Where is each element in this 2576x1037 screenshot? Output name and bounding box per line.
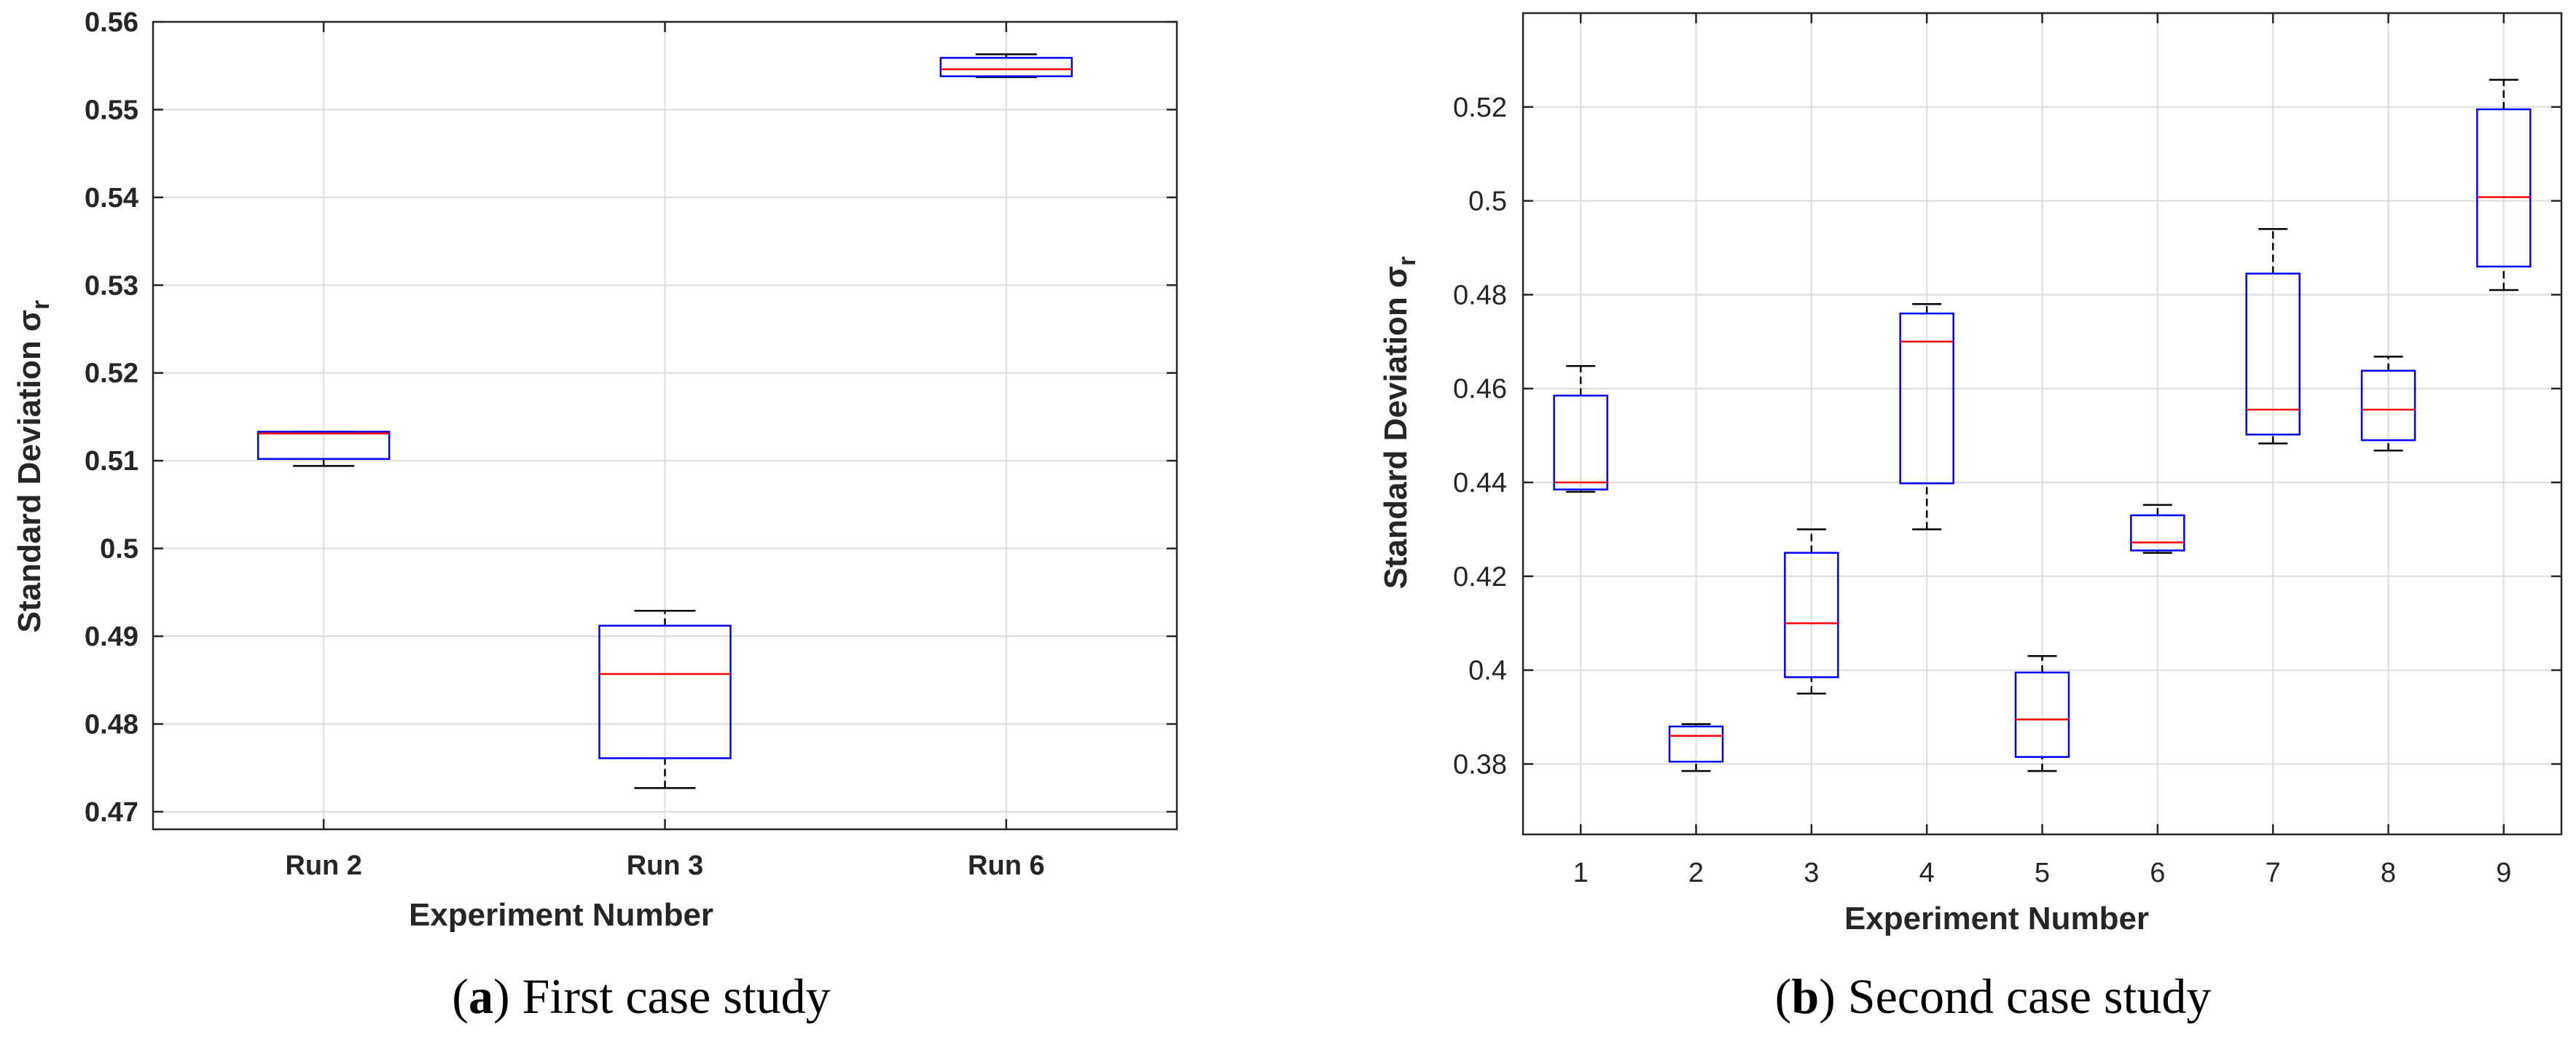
panel-a-y-tick-label: 0.53 [85,270,138,301]
panel-b-box-2 [1668,723,1724,772]
panel-b-box-8 [2360,356,2416,452]
panel-b-x-tick-label: 8 [2381,858,2396,888]
panel-b-x-tick-label: 4 [1919,858,1935,888]
interquartile-box [257,431,391,461]
panel-a-ticks: 0.47 0.48 0.49 0.5 0.51 0.52 0.53 0.54 0.55 0.56 R… [85,7,1177,881]
panel-a-boxes [257,53,1073,789]
panel-a-box-1 [257,431,391,467]
panel-b-caption-text: Second case study [1848,968,2212,1024]
panel-b-x-tick-label: 7 [2266,858,2281,888]
panel-b-ticks: 0.38 0.4 0.42 0.44 0.46 0.48 0.5 0.52 1 2 3 4 5 6 7 8 9 [1453,13,2561,888]
panel-b-x-tick-label: 2 [1688,858,1704,888]
panel-b-caption: (b) Second case study [1775,968,2212,1024]
panel-a-caption: (a) First case study [452,968,830,1024]
panel-b-x-tick-label: 1 [1573,858,1589,888]
panel-b-x-tick-label: 5 [2035,858,2050,888]
interquartile-box [1899,312,1954,485]
panel-b-y-tick-label: 0.52 [1453,93,1507,123]
panel-a-grid [153,21,1177,829]
interquartile-box [2360,369,2416,442]
panel-a-caption-close: ) [493,968,522,1024]
panel-b-box-7 [2245,227,2301,445]
panel-a-y-tick-label: 0.48 [85,709,138,740]
panel-a-y-tick-label: 0.5 [100,534,138,565]
panel-a-y-tick-label: 0.55 [85,95,138,125]
panel-b-y-axis-label-text: Standard Deviation σ [1378,266,1414,589]
panel-b-y-tick-label: 0.42 [1453,562,1507,592]
panel-b-box-4 [1899,303,1954,531]
panel-b-x-axis-label: Experiment Number [1844,901,2149,936]
panel-a-y-axis-label-subscript: r [27,300,55,310]
panel-b-box-1 [1553,365,1608,493]
interquartile-box [2130,514,2185,552]
panel-a-y-tick-label: 0.47 [85,797,138,828]
panel-b-y-tick-label: 0.5 [1468,187,1507,217]
panel-b-y-axis-label-subscript: r [1393,257,1421,266]
panel-b-y-tick-label: 0.44 [1453,468,1507,498]
panel-a-caption-open: ( [452,968,469,1024]
panel-b-y-tick-label: 0.46 [1453,374,1507,404]
panel-b-caption-label: b [1791,968,1819,1024]
panel-a-y-tick-label: 0.51 [85,446,138,477]
panel-a-y-axis-label-text: Standard Deviation σ [12,310,47,633]
panel-a-y-tick-label: 0.54 [85,183,138,214]
panel-a-y-axis-label: Standard Deviation σr [12,300,55,633]
panel-a-box-2 [598,609,732,789]
panel-a-x-tick-label: Run 2 [285,850,362,881]
panel-b-x-tick-label: 9 [2496,858,2511,888]
panel-a-y-tick-label: 0.56 [85,7,138,38]
interquartile-box [939,57,1073,77]
panel-b-x-tick-label: 6 [2150,858,2165,888]
interquartile-box [1668,725,1724,763]
panel-b-grid [1523,13,2561,834]
panel-b-y-tick-label: 0.38 [1453,749,1507,780]
panel-a-caption-text: First case study [522,968,831,1024]
panel-a-x-axis-label: Experiment Number [409,897,713,933]
panel-a: 0.47 0.48 0.49 0.5 0.51 0.52 0.53 0.54 0.55 0.56 R… [12,7,1178,1024]
panel-b-boxes [1553,79,2532,772]
panel-b-caption-open: ( [1775,968,1792,1024]
panel-a-x-tick-label: Run 6 [968,850,1045,881]
panel-b-x-axis-label-text: Experiment Number [1844,901,2149,936]
panel-b-y-tick-label: 0.4 [1468,656,1507,686]
panel-a-y-tick-label: 0.52 [85,359,138,389]
panel-b-box-9 [2476,79,2532,291]
interquartile-box [598,625,732,759]
interquartile-box [2014,671,2070,758]
interquartile-box [2476,108,2532,268]
panel-b-box-6 [2130,504,2185,554]
interquartile-box [1553,394,1608,490]
panel-b-box-3 [1784,528,1839,695]
panel-b: 0.380.40.420.440.460.480.50.521 2 3 4 5 6 7 8 9 … [1378,12,2563,1024]
panel-b-x-tick-label: 3 [1804,858,1819,888]
panel-b-caption-close: ) [1819,968,1848,1024]
panel-a-box-3 [939,53,1073,79]
panel-b-y-tick-label: 0.48 [1453,280,1507,310]
interquartile-box [1784,552,1839,678]
panel-a-x-tick-label: Run 3 [627,850,704,881]
interquartile-box [2245,273,2301,436]
panel-a-y-tick-label: 0.49 [85,622,138,652]
panel-b-y-axis-label: Standard Deviation σr [1378,257,1421,590]
panel-b-box-5 [2014,655,2070,772]
panel-a-x-axis-label-text: Experiment Number [409,897,713,933]
panel-a-caption-label: a [469,968,493,1024]
